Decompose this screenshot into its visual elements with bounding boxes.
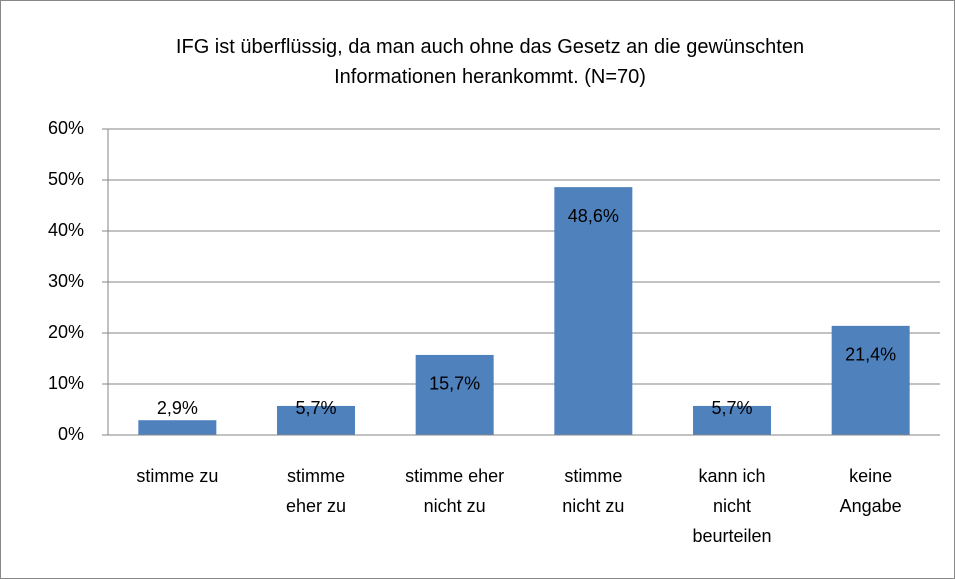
data-label: 15,7% xyxy=(429,374,480,394)
bar xyxy=(277,405,355,435)
data-label: 2,9% xyxy=(157,398,198,418)
bar xyxy=(415,354,494,435)
chart-title: IFG ist überflüssig, da man auch ohne da… xyxy=(176,36,804,88)
y-tick-label: 10% xyxy=(48,373,84,393)
data-label: 21,4% xyxy=(845,345,896,365)
x-tick-label: kann ich nicht beurteilen xyxy=(692,466,771,546)
y-tick-label: 0% xyxy=(58,424,84,444)
data-label: 5,7% xyxy=(711,398,752,418)
x-tick-label: stimme eher nicht zu xyxy=(405,466,504,516)
y-tick-label: 20% xyxy=(48,322,84,342)
data-label: 48,6% xyxy=(568,206,619,226)
data-label: 5,7% xyxy=(295,398,336,418)
y-tick-label: 40% xyxy=(48,220,84,240)
bar xyxy=(693,405,771,435)
x-tick-label: keine Angabe xyxy=(840,466,902,516)
bar xyxy=(138,420,217,435)
x-tick-label: stimme zu xyxy=(136,466,218,486)
y-tick-label: 30% xyxy=(48,271,84,291)
bar xyxy=(554,187,633,435)
y-tick-label: 60% xyxy=(48,118,84,138)
y-tick-label: 50% xyxy=(48,169,84,189)
bar xyxy=(831,325,910,435)
x-tick-label: stimme eher zu xyxy=(286,466,346,516)
x-tick-label: stimme nicht zu xyxy=(562,466,624,516)
